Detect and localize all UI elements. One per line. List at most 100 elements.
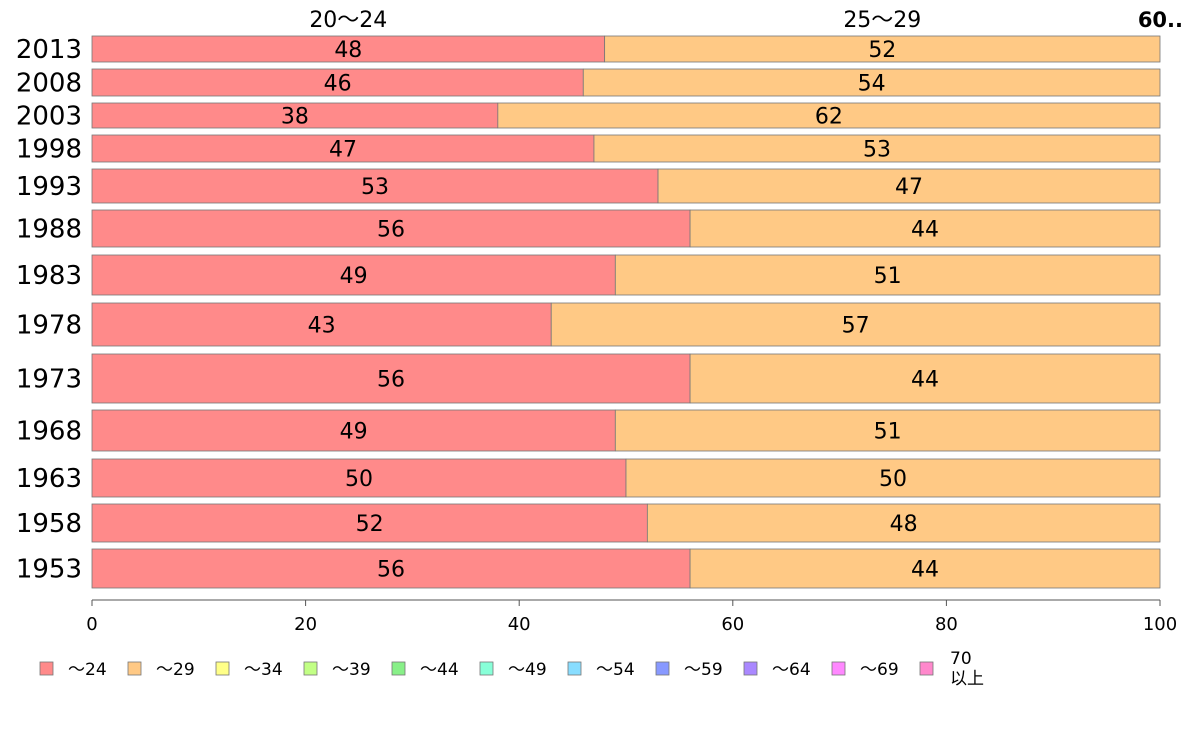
legend-item: 〜39: [303, 660, 371, 680]
x-tick-label: 20: [294, 614, 317, 635]
data-label: 48: [334, 38, 362, 63]
legend-label: 〜34: [244, 660, 283, 680]
data-label: 47: [895, 175, 923, 200]
bar-segment: [91, 68, 584, 97]
data-label: 44: [911, 218, 939, 243]
data-label: 43: [308, 314, 336, 339]
bar-segment: [91, 302, 552, 347]
bar-segment: [625, 458, 1161, 498]
legend-label: 70 以上: [950, 649, 984, 689]
year-label: 1993: [16, 172, 82, 202]
year-label: 1958: [16, 509, 82, 539]
bar-segment: [91, 35, 606, 63]
year-label: 1963: [16, 464, 82, 494]
bar-segment: [497, 102, 1161, 129]
x-tick-label: 40: [508, 614, 531, 635]
legend-label: 〜29: [156, 660, 195, 680]
year-label: 1988: [16, 215, 82, 245]
bar-segment: [91, 254, 616, 296]
legend-label: 〜69: [860, 660, 899, 680]
legend-swatch: [567, 661, 582, 676]
year-label: 2008: [16, 69, 82, 99]
legend-label: 〜24: [68, 660, 107, 680]
year-label: 1998: [16, 135, 82, 165]
bar-segment: [689, 209, 1161, 248]
bar-segment: [91, 548, 691, 589]
legend-item: 〜24: [39, 660, 107, 680]
legend-swatch: [215, 661, 230, 676]
series-header-label: 20〜24: [309, 8, 387, 33]
overlap-label: 60..: [1138, 8, 1183, 32]
legend-item: 〜29: [127, 660, 195, 680]
data-label: 52: [356, 512, 384, 537]
bar-segment: [91, 458, 627, 498]
x-axis: 0 20 40 60 80 100: [86, 599, 1177, 635]
legend-swatch: [919, 661, 934, 676]
legend-swatch: [391, 661, 406, 676]
x-tick-label: 60: [721, 614, 744, 635]
legend-label: 〜59: [684, 660, 723, 680]
data-label: 49: [340, 420, 368, 445]
legend-label: 〜64: [772, 660, 811, 680]
year-label: 1978: [16, 311, 82, 341]
legend-item: 〜59: [655, 660, 723, 680]
bar-segment: [91, 409, 616, 452]
bar-segment: [689, 353, 1161, 404]
bar-segment: [646, 503, 1161, 543]
data-label: 44: [911, 558, 939, 583]
bar-segment: [91, 168, 659, 204]
bar-segment: [550, 302, 1161, 347]
data-label: 50: [879, 467, 907, 492]
legend-item: 〜34: [215, 660, 283, 680]
x-tick-label: 0: [86, 614, 97, 635]
legend-swatch: [127, 661, 142, 676]
data-label: 50: [345, 467, 373, 492]
data-label: 57: [842, 314, 870, 339]
bar-segment: [614, 409, 1161, 452]
year-label: 1968: [16, 417, 82, 447]
legend-item: 〜64: [743, 660, 811, 680]
legend-swatch: [39, 661, 54, 676]
bar-segment: [657, 168, 1161, 204]
legend-swatch: [303, 661, 318, 676]
bar-segment: [91, 503, 648, 543]
data-label: 62: [815, 105, 843, 130]
data-label: 53: [863, 138, 891, 163]
legend-swatch: [655, 661, 670, 676]
bar-segment: [91, 102, 499, 129]
data-label: 56: [377, 218, 405, 243]
series-header-label: 25〜29: [843, 8, 921, 33]
legend-item: 〜69: [831, 660, 899, 680]
bar-segment: [604, 35, 1161, 63]
legend-item: 〜44: [391, 660, 459, 680]
legend-label: 〜39: [332, 660, 371, 680]
data-label: 52: [868, 38, 896, 63]
data-label: 38: [281, 105, 309, 130]
year-label: 2003: [16, 102, 82, 132]
legend-label: 〜54: [596, 660, 635, 680]
data-label: 44: [911, 368, 939, 393]
data-label: 46: [324, 72, 352, 97]
bar-segment: [689, 548, 1161, 589]
bar-segment: [91, 134, 595, 163]
x-tick-label: 80: [935, 614, 958, 635]
data-label: 47: [329, 138, 357, 163]
legend-swatch: [743, 661, 758, 676]
data-label: 49: [340, 264, 368, 289]
bar-segment: [593, 134, 1161, 163]
data-label: 48: [890, 512, 918, 537]
legend-swatch: [831, 661, 846, 676]
data-label: 56: [377, 558, 405, 583]
year-label: 2013: [16, 35, 82, 65]
data-label: 56: [377, 368, 405, 393]
legend: 〜24 〜29 〜34 〜39 〜44 〜49 〜54 〜59 〜64 〜69 70 以上: [39, 649, 984, 689]
data-label: 51: [874, 264, 902, 289]
x-tick-label: 100: [1143, 614, 1177, 635]
legend-item: 〜54: [567, 660, 635, 680]
year-label: 1973: [16, 365, 82, 395]
data-label: 53: [361, 175, 389, 200]
legend-item: 〜49: [479, 660, 547, 680]
